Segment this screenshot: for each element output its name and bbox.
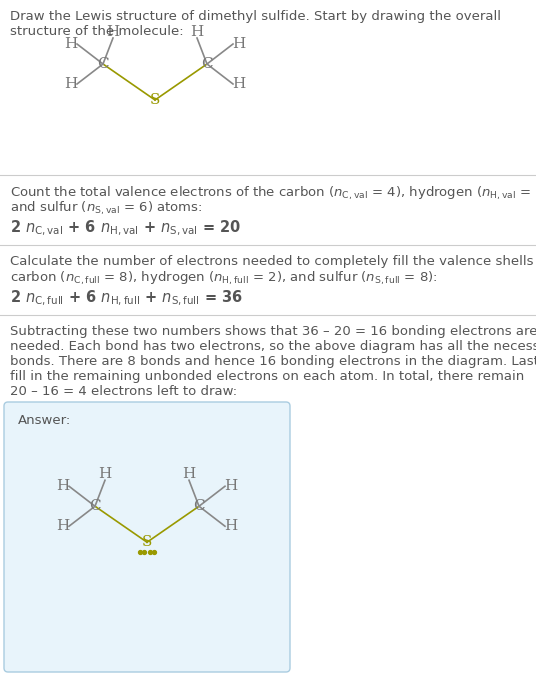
Text: C: C — [193, 499, 205, 513]
Text: H: H — [233, 77, 245, 91]
Text: 2 $n_{\mathrm{C,val}}$ + 6 $n_{\mathrm{H,val}}$ + $n_{\mathrm{S,val}}$ = 20: 2 $n_{\mathrm{C,val}}$ + 6 $n_{\mathrm{H… — [10, 219, 241, 239]
Text: C: C — [201, 57, 213, 71]
Text: H: H — [56, 519, 70, 533]
Text: H: H — [56, 479, 70, 493]
Text: Answer:: Answer: — [18, 414, 71, 427]
Text: structure of the molecule:: structure of the molecule: — [10, 25, 184, 38]
Text: 2 $n_{\mathrm{C,full}}$ + 6 $n_{\mathrm{H,full}}$ + $n_{\mathrm{S,full}}$ = 36: 2 $n_{\mathrm{C,full}}$ + 6 $n_{\mathrm{… — [10, 289, 243, 308]
Text: C: C — [89, 499, 101, 513]
Text: Count the total valence electrons of the carbon ($n_{\mathrm{C,val}}$ = 4), hydr: Count the total valence electrons of the… — [10, 185, 536, 202]
Text: H: H — [64, 37, 78, 51]
Text: and sulfur ($n_{\mathrm{S,val}}$ = 6) atoms:: and sulfur ($n_{\mathrm{S,val}}$ = 6) at… — [10, 200, 203, 218]
Text: H: H — [106, 25, 120, 39]
Text: needed. Each bond has two electrons, so the above diagram has all the necessary: needed. Each bond has two electrons, so … — [10, 340, 536, 353]
Text: bonds. There are 8 bonds and hence 16 bonding electrons in the diagram. Lastly,: bonds. There are 8 bonds and hence 16 bo… — [10, 355, 536, 368]
Text: H: H — [233, 37, 245, 51]
Text: H: H — [182, 467, 196, 481]
Text: S: S — [150, 93, 160, 107]
Text: H: H — [99, 467, 111, 481]
Text: S: S — [142, 535, 152, 549]
Text: Calculate the number of electrons needed to completely fill the valence shells f: Calculate the number of electrons needed… — [10, 255, 536, 268]
Text: C: C — [97, 57, 109, 71]
Text: H: H — [64, 77, 78, 91]
Text: 20 – 16 = 4 electrons left to draw:: 20 – 16 = 4 electrons left to draw: — [10, 385, 237, 398]
Text: carbon ($n_{\mathrm{C,full}}$ = 8), hydrogen ($n_{\mathrm{H,full}}$ = 2), and su: carbon ($n_{\mathrm{C,full}}$ = 8), hydr… — [10, 270, 437, 287]
Text: Draw the Lewis structure of dimethyl sulfide. Start by drawing the overall: Draw the Lewis structure of dimethyl sul… — [10, 10, 501, 23]
Text: fill in the remaining unbonded electrons on each atom. In total, there remain: fill in the remaining unbonded electrons… — [10, 370, 524, 383]
FancyBboxPatch shape — [4, 402, 290, 672]
Text: Subtracting these two numbers shows that 36 – 20 = 16 bonding electrons are: Subtracting these two numbers shows that… — [10, 325, 536, 338]
Text: H: H — [190, 25, 204, 39]
Text: H: H — [225, 479, 237, 493]
Text: H: H — [225, 519, 237, 533]
